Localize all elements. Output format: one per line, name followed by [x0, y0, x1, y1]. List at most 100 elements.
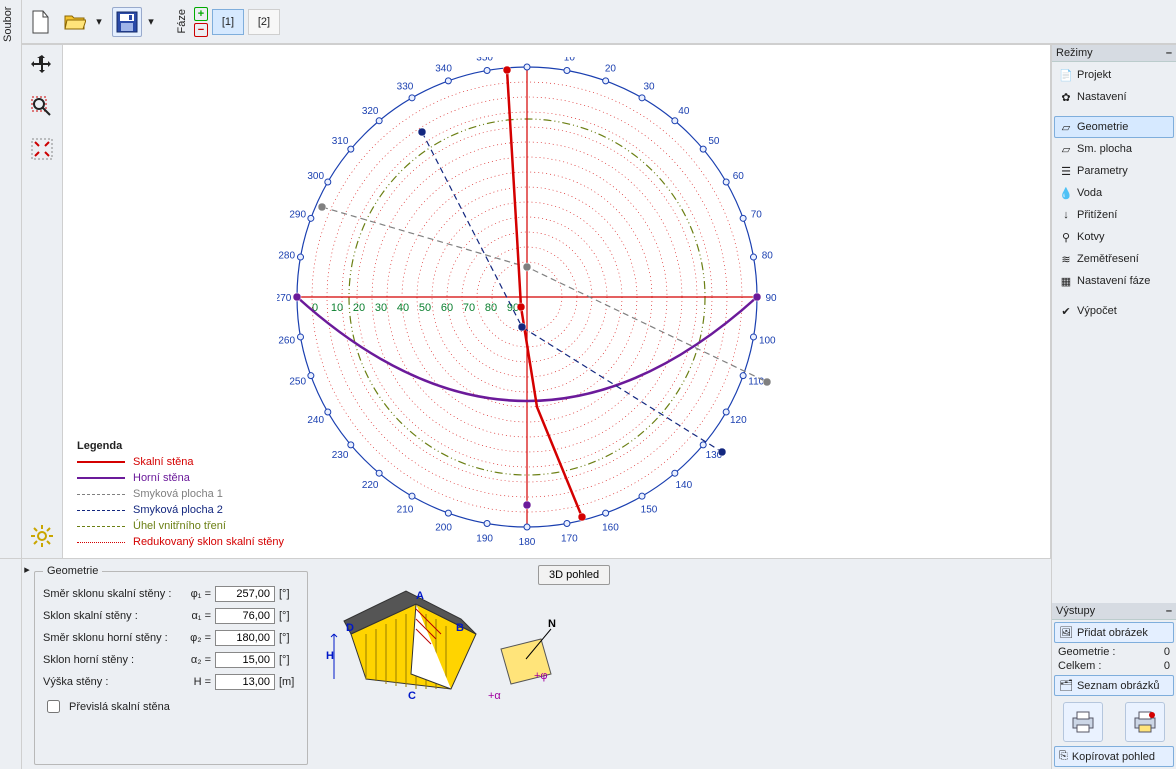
bottom-panel: Geometrie ▸ Geometrie Směr sklonu skalní… [0, 558, 1051, 769]
geom-input-row: Směr sklonu skalní stěny :φ₁ =[°] [43, 583, 299, 605]
add-image-button[interactable]: 🖼 Přidat obrázek [1054, 622, 1174, 643]
faze-label: Fáze [174, 9, 190, 33]
svg-text:260: 260 [278, 335, 295, 346]
mode-kotvy[interactable]: ⚲Kotvy [1054, 226, 1174, 248]
geom-unit: [m] [279, 676, 299, 688]
legend-row: Redukovaný sklon skalní stěny [77, 534, 284, 550]
vystupy-collapse[interactable]: – [1166, 605, 1172, 617]
phase-remove-button[interactable]: − [194, 23, 208, 37]
geom-input[interactable] [215, 674, 275, 690]
file-open-button[interactable] [60, 7, 90, 37]
legend-label: Redukovaný sklon skalní stěny [133, 536, 284, 548]
svg-text:220: 220 [361, 479, 378, 490]
geom-input[interactable] [215, 630, 275, 646]
diskette-icon [116, 11, 138, 33]
zoom-button[interactable] [26, 91, 58, 123]
svg-text:H: H [326, 650, 334, 662]
output-count-label: Geometrie : [1058, 646, 1115, 658]
phase-tab-2[interactable]: [2] [248, 9, 280, 35]
mode-geometrie[interactable]: ▱Geometrie [1054, 116, 1174, 138]
copy-view-button[interactable]: ⎘ Kopírovat pohled [1054, 746, 1174, 767]
legend-row: Skalní stěna [77, 454, 284, 470]
file-save-button[interactable] [112, 7, 142, 37]
mode-nastfaze[interactable]: ▦Nastavení fáze [1054, 270, 1174, 292]
settings-gear-button[interactable] [26, 520, 58, 552]
legend-label: Smyková plocha 2 [133, 504, 223, 516]
mode-parametry[interactable]: ☰Parametry [1054, 160, 1174, 182]
geom-label: Výška stěny : [43, 676, 173, 688]
svg-text:170: 170 [561, 533, 578, 544]
mode-projekt[interactable]: 📄Projekt [1054, 64, 1174, 86]
svg-text:50: 50 [708, 136, 720, 147]
vystupy-title: Výstupy [1056, 605, 1095, 617]
svg-text:280: 280 [278, 250, 295, 261]
file-open-dropdown[interactable]: ▾ [90, 15, 108, 28]
magnifier-icon [31, 96, 53, 118]
mode-label: Přitížení [1077, 209, 1117, 221]
geom-unit: [°] [279, 610, 299, 622]
legend-row: Úhel vnitřního tření [77, 518, 284, 534]
file-save-dropdown[interactable]: ▾ [142, 15, 160, 28]
printer-icon [1070, 709, 1096, 735]
geom-input[interactable] [215, 608, 275, 624]
svg-text:140: 140 [675, 479, 692, 490]
image-list-label: Seznam obrázků [1077, 680, 1160, 692]
svg-text:N: N [548, 618, 556, 630]
left-tools [22, 45, 63, 558]
rezimy-collapse[interactable]: – [1166, 47, 1172, 59]
geom-unit: [°] [279, 654, 299, 666]
mode-voda[interactable]: 💧Voda [1054, 182, 1174, 204]
svg-text:320: 320 [361, 106, 378, 117]
svg-text:100: 100 [758, 335, 775, 346]
geom-input[interactable] [215, 586, 275, 602]
print-2-button[interactable] [1125, 702, 1165, 742]
output-count-value: 0 [1164, 660, 1170, 672]
smplocha-icon: ▱ [1059, 142, 1073, 156]
legend: Legenda Skalní stěnaHorní stěnaSmyková p… [77, 440, 284, 550]
svg-text:340: 340 [435, 63, 452, 74]
phase-tab-1[interactable]: [1] [212, 9, 244, 35]
add-image-label: Přidat obrázek [1077, 627, 1148, 639]
panel-collapse-handle[interactable]: ▸ [22, 559, 32, 769]
phase-add-button[interactable]: + [194, 7, 208, 21]
image-list-icon: 🗂 [1059, 679, 1073, 692]
pan-button[interactable] [26, 49, 58, 81]
legend-label: Úhel vnitřního tření [133, 520, 226, 532]
svg-text:270: 270 [277, 293, 292, 304]
mode-label: Nastavení fáze [1077, 275, 1150, 287]
geom-input[interactable] [215, 652, 275, 668]
legend-row: Smyková plocha 1 [77, 486, 284, 502]
mode-zemetreseni[interactable]: ≋Zemětřesení [1054, 248, 1174, 270]
print-1-button[interactable] [1063, 702, 1103, 742]
mode-nastaveni[interactable]: ✿Nastavení [1054, 86, 1174, 108]
mode-label: Parametry [1077, 165, 1128, 177]
overhang-checkbox[interactable] [47, 700, 60, 713]
copy-icon: ⎘ [1059, 750, 1068, 763]
mode-vypocet[interactable]: ✔Výpočet [1054, 300, 1174, 322]
file-new-button[interactable] [26, 7, 56, 37]
svg-text:30: 30 [374, 302, 386, 314]
geom-label: Sklon horní stěny : [43, 654, 173, 666]
printer-color-icon [1132, 709, 1158, 735]
svg-text:300: 300 [307, 171, 324, 182]
geometry-thumbnail: A B C D H N +φ +α [316, 559, 556, 769]
mode-label: Nastavení [1077, 91, 1127, 103]
rezimy-header: Režimy – [1052, 45, 1176, 62]
svg-text:+α: +α [488, 690, 501, 702]
mode-label: Sm. plocha [1077, 143, 1132, 155]
mode-pritizeni[interactable]: ↓ Přitížení [1054, 204, 1174, 226]
zemetreseni-icon: ≋ [1059, 252, 1073, 266]
fit-view-button[interactable] [26, 133, 58, 165]
mode-label: Kotvy [1077, 231, 1105, 243]
geom-input-row: Sklon skalní stěny :α₁ =[°] [43, 605, 299, 627]
pritizeni-icon: ↓ [1059, 208, 1073, 222]
svg-text:80: 80 [761, 250, 773, 261]
geometrie-icon: ▱ [1059, 120, 1073, 134]
svg-text:B: B [456, 622, 464, 634]
soubor-label: Soubor [2, 7, 14, 42]
fit-icon [31, 138, 53, 160]
geometrie-strip: Geometrie [0, 559, 22, 769]
image-list-button[interactable]: 🗂 Seznam obrázků [1054, 675, 1174, 696]
view-3d-button[interactable]: 3D pohled [538, 565, 610, 585]
mode-smplocha[interactable]: ▱ Sm. plocha [1054, 138, 1174, 160]
